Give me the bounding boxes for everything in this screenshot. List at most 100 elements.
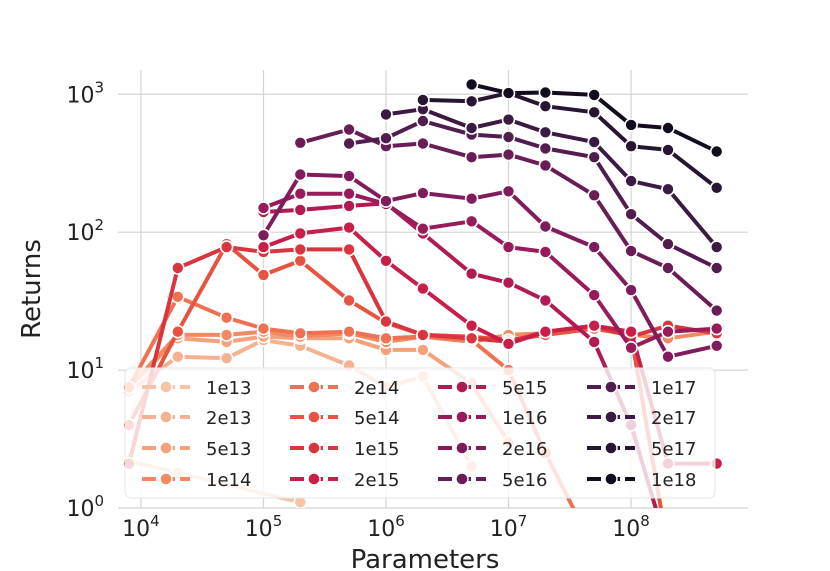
legend-swatch-marker bbox=[159, 410, 173, 424]
legend-item-2e13: 2e13 bbox=[142, 408, 251, 429]
y-tick-label: 102 bbox=[66, 216, 104, 246]
data-point bbox=[661, 237, 675, 251]
data-point bbox=[464, 266, 479, 281]
data-point bbox=[709, 240, 724, 254]
data-point bbox=[256, 321, 271, 336]
data-point bbox=[464, 191, 479, 206]
y-axis-title: Returns bbox=[17, 239, 47, 339]
data-point bbox=[624, 118, 638, 132]
legend-swatch-marker bbox=[604, 441, 618, 455]
legend-swatch-marker bbox=[159, 380, 173, 394]
x-tick-label: 104 bbox=[122, 512, 160, 542]
legend-item-5e17: 5e17 bbox=[587, 439, 696, 460]
legend-swatch-marker bbox=[455, 441, 469, 455]
data-point bbox=[501, 86, 516, 100]
data-point bbox=[538, 125, 553, 140]
data-point bbox=[293, 242, 308, 257]
legend-item-2e15: 2e15 bbox=[290, 470, 399, 491]
legend-label: 2e15 bbox=[354, 470, 399, 491]
legend: 1e13 2e13 5e13 1e14 2e14 5e14 1e15 2e15 5e15 1e16… bbox=[124, 367, 716, 499]
legend-swatch-marker bbox=[307, 472, 321, 486]
series-1e17 bbox=[342, 114, 724, 275]
data-point bbox=[464, 121, 479, 135]
data-point bbox=[624, 340, 638, 355]
data-point bbox=[587, 88, 602, 102]
data-point bbox=[379, 194, 393, 208]
data-point bbox=[538, 158, 553, 173]
legend-swatch-marker bbox=[455, 472, 469, 486]
data-point bbox=[464, 331, 479, 346]
legend-swatch-marker bbox=[159, 441, 173, 455]
data-point bbox=[624, 139, 638, 153]
legend-label: 1e16 bbox=[502, 408, 547, 429]
data-point bbox=[587, 135, 602, 149]
data-point bbox=[709, 181, 724, 195]
legend-item-5e13: 5e13 bbox=[142, 439, 251, 460]
y-tick-label: 100 bbox=[66, 492, 104, 522]
legend-box bbox=[124, 367, 716, 499]
data-point bbox=[342, 324, 356, 339]
data-point bbox=[538, 99, 553, 113]
legend-item-1e16: 1e16 bbox=[438, 408, 547, 429]
data-point bbox=[342, 169, 356, 183]
data-point bbox=[661, 261, 675, 275]
legend-item-5e14: 5e14 bbox=[290, 408, 399, 429]
legend-swatch-marker bbox=[455, 410, 469, 424]
data-point bbox=[293, 253, 308, 268]
data-point bbox=[661, 349, 675, 364]
y-tick-label: 103 bbox=[66, 78, 104, 108]
legend-label: 5e15 bbox=[502, 378, 547, 399]
data-point bbox=[416, 281, 430, 296]
data-point bbox=[624, 207, 638, 221]
data-point bbox=[293, 226, 308, 241]
data-point bbox=[661, 182, 675, 196]
x-tick-label: 106 bbox=[367, 512, 405, 542]
legend-swatch-marker bbox=[307, 380, 321, 394]
data-point bbox=[501, 275, 516, 290]
series-line bbox=[261, 225, 719, 466]
data-point bbox=[464, 150, 479, 164]
data-point bbox=[379, 253, 393, 268]
data-point bbox=[416, 221, 430, 236]
data-point bbox=[587, 188, 602, 203]
data-point bbox=[342, 220, 356, 235]
legend-label: 2e14 bbox=[354, 378, 399, 399]
series-line bbox=[261, 172, 719, 359]
legend-swatch-marker bbox=[604, 380, 618, 394]
data-point bbox=[709, 144, 724, 159]
data-point bbox=[416, 343, 430, 357]
data-point bbox=[293, 326, 308, 341]
data-point bbox=[587, 318, 602, 333]
data-point bbox=[293, 186, 308, 201]
legend-item-5e16: 5e16 bbox=[438, 470, 547, 491]
data-point bbox=[661, 324, 675, 339]
data-point bbox=[416, 328, 430, 342]
data-point bbox=[342, 293, 356, 308]
data-point bbox=[416, 93, 430, 107]
legend-item-2e14: 2e14 bbox=[290, 378, 399, 399]
data-point bbox=[219, 310, 234, 325]
data-point bbox=[624, 244, 638, 258]
legend-item-1e14: 1e14 bbox=[142, 470, 251, 491]
legend-label: 5e13 bbox=[206, 439, 251, 460]
data-point bbox=[342, 122, 356, 137]
series-2e17 bbox=[379, 102, 724, 254]
legend-label: 1e15 bbox=[354, 439, 399, 460]
legend-swatch-marker bbox=[604, 410, 618, 424]
legend-swatch-marker bbox=[307, 441, 321, 455]
legend-item-2e16: 2e16 bbox=[438, 439, 547, 460]
data-point bbox=[709, 261, 724, 275]
data-point bbox=[171, 261, 185, 275]
data-point bbox=[588, 544, 600, 556]
data-point bbox=[709, 303, 724, 318]
data-point bbox=[662, 544, 674, 556]
data-point bbox=[501, 336, 516, 351]
data-point bbox=[171, 349, 185, 364]
data-point bbox=[501, 112, 516, 127]
data-point bbox=[256, 240, 271, 254]
data-point bbox=[709, 321, 724, 336]
x-tick-label: 108 bbox=[612, 512, 650, 542]
data-point bbox=[293, 167, 308, 182]
data-point bbox=[501, 147, 516, 162]
